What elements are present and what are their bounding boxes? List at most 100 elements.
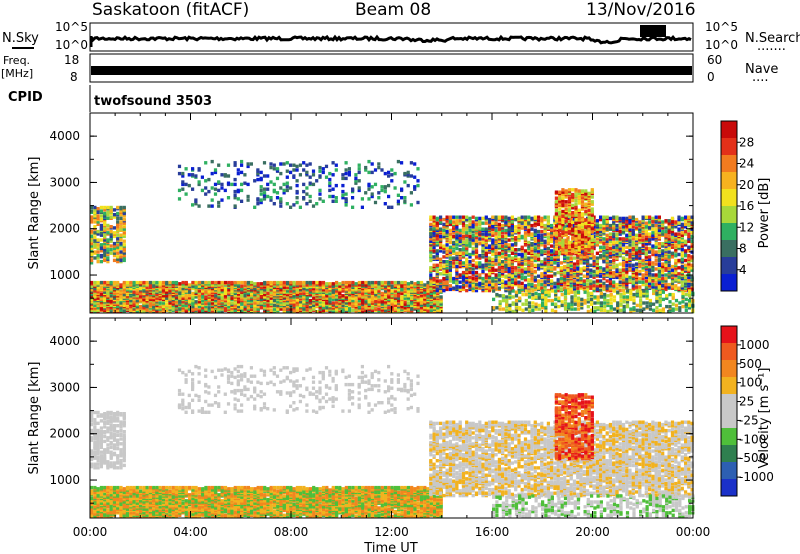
heat-cell [465,260,469,264]
heat-cell [348,306,352,310]
heat-cell [393,307,397,311]
heat-cell [445,246,449,251]
heat-cell [259,304,263,309]
heat-cell [230,285,234,290]
heat-cell [233,280,237,285]
heat-cell [233,204,237,208]
heat-cell [510,226,514,230]
heat-cell [321,167,325,171]
heat-cell [468,244,472,248]
heat-cell [334,199,338,203]
heat-cell [387,174,391,178]
heat-cell [129,304,133,309]
heat-cell [334,163,338,167]
heat-cell [546,246,550,251]
heat-cell [468,222,472,227]
heat-cell [328,183,332,188]
heat-cell [435,254,439,258]
heat-cell [520,249,524,253]
heat-cell [367,197,371,201]
heat-cell [612,280,616,284]
heat-cell [240,280,244,285]
heat-cell [142,280,146,285]
nave-dots: .... [752,70,769,85]
heat-cell [197,300,201,304]
heat-cell [227,304,231,309]
heat-cell [380,291,384,296]
heat-cell [204,289,208,293]
heat-cell [439,257,443,261]
heat-cell [533,242,537,246]
heat-cell [618,280,622,284]
heat-cell [537,257,541,261]
heat-cell [109,296,113,300]
heat-cell [116,300,120,304]
heat-cell [507,216,511,221]
heat-cell [458,285,462,289]
heat-cell [413,175,417,179]
heat-cell [116,227,120,231]
heat-cell [351,187,355,191]
heat-cell [540,238,544,242]
heat-cell [165,298,169,303]
heat-cell [527,278,531,282]
heat-cell [599,254,603,258]
heat-cell [566,268,570,272]
heat-cell [308,162,312,166]
heat-cell [618,237,622,241]
heat-cell [233,182,237,187]
heat-cell [559,226,563,230]
heat-cell [474,270,479,275]
heat-cell [461,261,466,265]
heat-cell [354,300,358,304]
heat-cell [533,245,537,249]
heat-cell [112,241,117,246]
heat-cell [318,169,322,173]
heat-cell [478,229,482,234]
heat-cell [152,280,156,285]
heat-cell [295,164,299,169]
heat-cell [527,228,531,233]
heat-cell [207,289,211,293]
heat-cell [197,280,201,285]
heat-cell [452,256,456,260]
heat-cell [237,280,241,285]
heat-cell [510,223,514,228]
heat-cell [103,297,107,302]
heat-cell [396,199,400,203]
heat-cell [523,262,528,266]
heat-cell [530,232,534,236]
heat-cell [556,249,560,253]
heat-cell [328,282,332,286]
heat-cell [226,174,231,178]
heat-cell [461,234,466,239]
heat-cell [465,267,469,271]
heat-cell [145,280,149,285]
heat-cell [621,261,626,265]
heat-cell [520,252,524,257]
heat-cell [246,306,250,310]
heat-cell [612,270,616,275]
heat-cell [572,266,577,270]
heat-cell [474,255,479,259]
heat-cell [488,217,492,222]
heat-cell [494,258,498,263]
nave-tick-bottom: 0 [707,70,715,84]
heat-cell [194,284,198,288]
heat-cell [334,183,338,188]
heat-cell [112,231,117,235]
heat-cell [174,291,179,296]
heat-cell [452,220,456,224]
heat-cell [488,280,492,284]
heat-cell [429,308,433,312]
heat-cell [484,279,488,283]
heat-cell [569,240,573,245]
heat-cell [481,237,485,241]
heat-cell [520,275,524,280]
heat-cell [184,280,188,285]
heat-cell [429,254,433,258]
heat-cell [537,233,541,237]
heat-cell [540,233,544,237]
heat-cell [302,309,306,314]
heat-cell [246,164,250,169]
